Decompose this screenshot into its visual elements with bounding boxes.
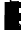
Legend: Ag−0. 5%Bi, Ag−1. 0%Bi, Ag−1. 5%Bi, Ag−3. 0%Bi, Ag−4. 0%Bi: Ag−0. 5%Bi, Ag−1. 0%Bi, Ag−1. 5%Bi, Ag−3… xyxy=(0,0,10,4)
Ag−3. 0%Bi xyxy=(6,9,7,10)
□NO SOLUTION TREATMENT xyxy=(6,17,7,18)
●SOLUTION TREATMENT TEMP. (700°C) xyxy=(6,17,7,18)
Line: □NO SOLUTION TREATMENT: □NO SOLUTION TREATMENT xyxy=(0,9,21,30)
Line: Ag−4. 0%Bi: Ag−4. 0%Bi xyxy=(0,0,21,20)
Line: Ag−0. 5%Bi: Ag−0. 5%Bi xyxy=(0,0,21,11)
Text: FIG. 5: FIG. 5 xyxy=(1,15,21,30)
Text: FIG. 4: FIG. 4 xyxy=(1,2,21,30)
Line: Ag−3. 0%Bi: Ag−3. 0%Bi xyxy=(0,0,21,19)
Line: Ag−1. 0%Bi: Ag−1. 0%Bi xyxy=(0,0,21,12)
Legend: –SOLUTION TREATMENT TEMP. (700°C), –NO SOLUTION TREATMENT: –SOLUTION TREATMENT TEMP. (700°C), –NO S… xyxy=(0,0,10,30)
Line: Ag−1. 5%Bi: Ag−1. 5%Bi xyxy=(0,0,21,15)
Line: ●SOLUTION TREATMENT TEMP. (700°C): ●SOLUTION TREATMENT TEMP. (700°C) xyxy=(0,9,21,28)
